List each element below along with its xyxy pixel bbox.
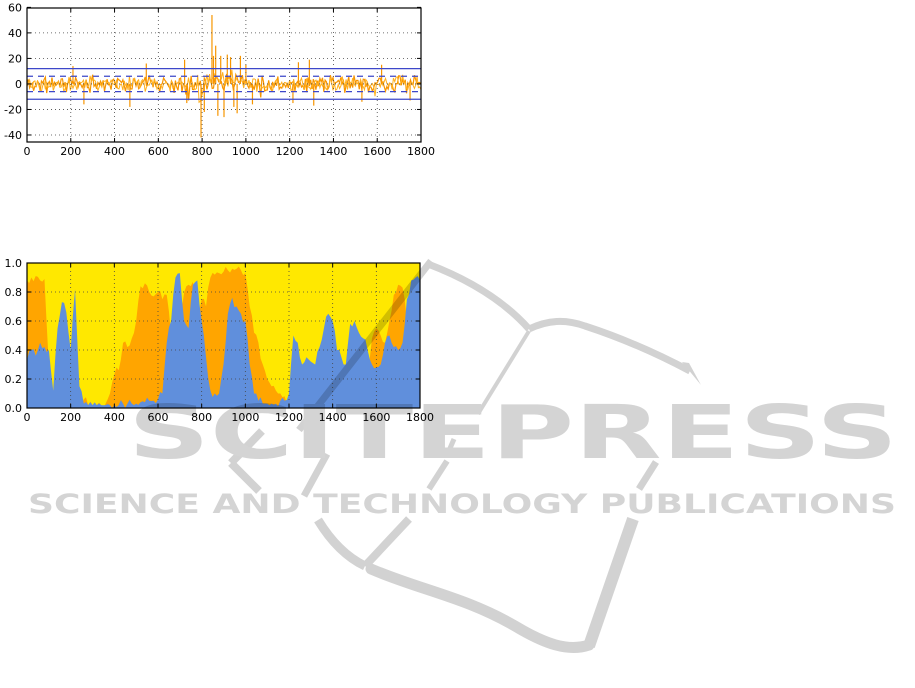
orange-area	[27, 266, 420, 408]
x-tick-label: 400	[104, 145, 125, 158]
activation-area-chart: 0 200 400 600 800 1000 1200 1400 1600 1800 1.0 0.8 0…	[5, 257, 435, 424]
x-tick-label: 1400	[319, 411, 347, 424]
x-tick-label: 1000	[231, 411, 259, 424]
x-tick-label: 0	[24, 145, 31, 158]
y-tick-label: 0.2	[5, 373, 23, 386]
x-tick-label: 1200	[276, 145, 304, 158]
x-tick-label: 1600	[362, 411, 390, 424]
x-tick-label: 600	[148, 411, 169, 424]
x-tick-label: 200	[60, 411, 81, 424]
y-tick-label: 0	[15, 78, 22, 91]
x-tick-label: 1800	[407, 145, 435, 158]
x-tick-label: 200	[60, 145, 81, 158]
x-tick-label: 400	[104, 411, 125, 424]
y-tick-label: 0.8	[5, 286, 23, 299]
y-tick-label: 0.0	[5, 402, 23, 415]
x-tick-label: 800	[191, 411, 212, 424]
plot-background	[27, 8, 421, 142]
y-tick-label: 0.4	[5, 344, 23, 357]
y-tick-label: 0.6	[5, 315, 23, 328]
y-tick-label: 20	[8, 52, 22, 65]
x-tick-label: 0	[24, 411, 31, 424]
y-tick-label: -20	[4, 103, 22, 116]
x-tick-label: 1800	[406, 411, 434, 424]
x-tick-label: 1200	[275, 411, 303, 424]
x-tick-label: 1000	[232, 145, 260, 158]
y-tick-label: 1.0	[5, 257, 23, 270]
plot-border	[26, 7, 422, 143]
y-tick-label: -40	[4, 129, 22, 142]
x-tick-label: 600	[148, 145, 169, 158]
y-tick-label: 60	[8, 1, 22, 14]
x-tick-label: 1400	[319, 145, 347, 158]
x-tick-label: 1600	[363, 145, 391, 158]
y-tick-label: 40	[8, 27, 22, 40]
x-tick-label: 800	[192, 145, 213, 158]
signal-noise-trace-2	[26, 69, 422, 104]
residual-signal-chart: 0 200 400 600 800 1000 1200 1400 1600 18006040200…	[4, 1, 435, 158]
